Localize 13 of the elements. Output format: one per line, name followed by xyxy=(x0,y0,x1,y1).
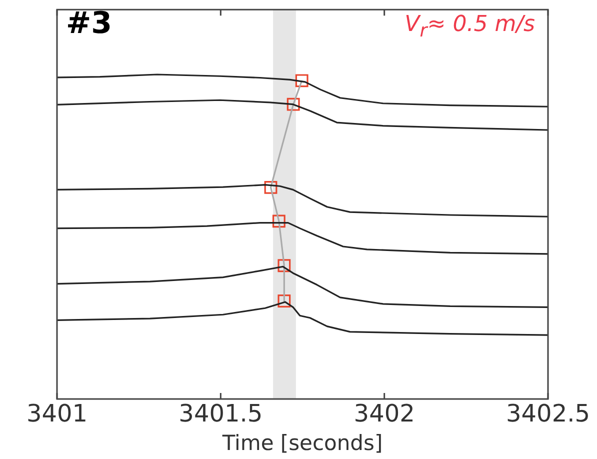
x-tick-label: 3402.5 xyxy=(506,400,590,428)
text: V$_{r}$≈ 0.5 m/s xyxy=(404,12,535,42)
chart-title: #3 xyxy=(66,6,112,41)
point xyxy=(286,98,300,111)
point xyxy=(264,180,278,194)
point xyxy=(278,259,291,272)
x-tick-label: 3402 xyxy=(354,400,415,428)
point xyxy=(295,74,308,88)
x-axis-title: Time [seconds] xyxy=(221,430,383,455)
x-tick-label: 3401 xyxy=(26,400,88,428)
point xyxy=(272,214,286,228)
point xyxy=(278,294,291,308)
x-tick-label: 3401.5 xyxy=(178,400,263,428)
